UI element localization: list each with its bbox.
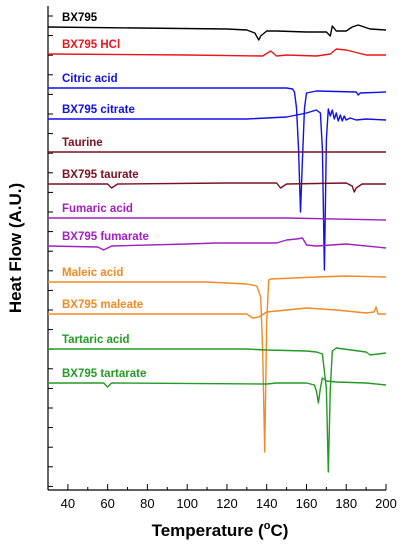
x-tick-label: 180 (335, 496, 357, 511)
series-line-1 (47, 24, 387, 41)
plot-area: 40 60 80 100 120 140 160 180 200 BX795 BX795 HCl C… (47, 6, 397, 511)
series-label-1: BX795 (62, 12, 98, 24)
series-line-8 (47, 237, 387, 251)
x-tick-label: 80 (140, 496, 154, 511)
x-axis-ticks: 40 60 80 100 120 140 160 180 200 (47, 484, 397, 511)
series-label-12: BX795 tartarate (62, 368, 146, 380)
series-line-2 (47, 48, 386, 57)
series-lines (47, 24, 387, 473)
series-line-3 (48, 87, 387, 213)
series-line-12 (48, 377, 387, 404)
series-line-6 (48, 182, 386, 193)
x-tick-label: 120 (216, 496, 238, 511)
y-axis-title: Heat Flow (A.U.) (6, 183, 25, 313)
series-line-10 (48, 306, 386, 319)
x-tick-label: 160 (296, 496, 318, 511)
x-tick-label: 100 (176, 496, 198, 511)
series-label-11: Tartaric acid (62, 334, 130, 346)
series-line-4 (48, 108, 387, 271)
y-axis-ticks (48, 15, 53, 487)
series-label-7: Fumaric acid (62, 203, 133, 215)
x-axis-title: Temperature (oC) (152, 520, 289, 540)
x-tick-label: 200 (375, 496, 397, 511)
series-label-8: BX795 fumarate (62, 231, 149, 243)
series-label-6: BX795 taurate (62, 169, 139, 181)
series-label-5: Taurine (62, 137, 103, 149)
series-labels: BX795 BX795 HCl Citric acid BX795 citrate Ta… (62, 12, 149, 380)
series-label-3: Citric acid (62, 73, 118, 85)
series-label-2: BX795 HCl (62, 39, 120, 51)
x-tick-label: 140 (256, 496, 278, 511)
series-label-9: Maleic acid (62, 267, 123, 279)
series-line-7 (48, 217, 387, 221)
x-tick-label: 40 (61, 496, 75, 511)
series-line-9 (48, 275, 387, 453)
series-label-4: BX795 citrate (62, 104, 135, 116)
x-tick-label: 60 (100, 496, 114, 511)
series-line-11 (48, 347, 387, 473)
series-label-10: BX795 maleate (62, 299, 143, 311)
